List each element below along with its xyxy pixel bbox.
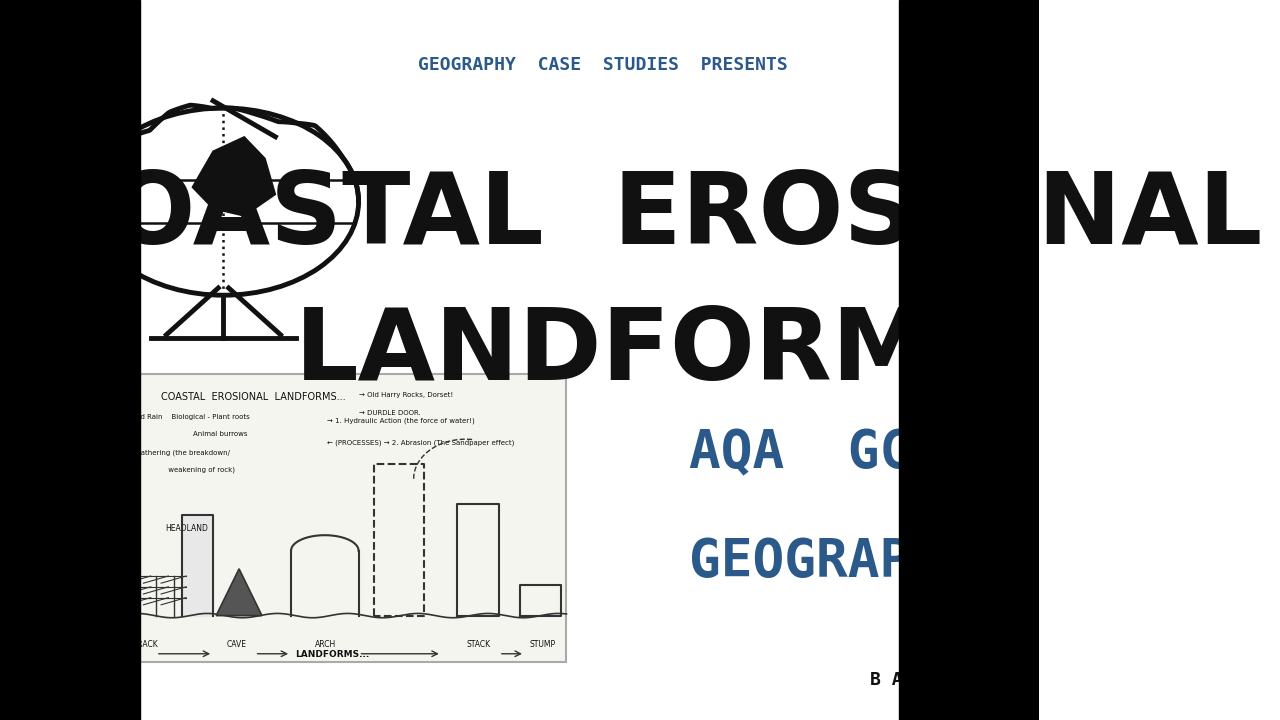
Text: LANDFORMS: LANDFORMS [294,305,1005,401]
Bar [899,0,1039,720]
Text: HEADLAND: HEADLAND [165,524,209,533]
Text: COASTAL  EROSIONAL  LANDFORMS...: COASTAL EROSIONAL LANDFORMS... [161,392,346,402]
Text: B A Z A A R T: B A Z A A R T [870,671,1011,690]
Text: Acid Rain    Biological - Plant roots: Acid Rain Biological - Plant roots [131,414,250,420]
Text: AQA  GCSE: AQA GCSE [689,428,974,480]
Bar [0,0,141,720]
Polygon shape [192,137,275,216]
Polygon shape [216,569,262,616]
Text: GEOGRAPHY: GEOGRAPHY [689,536,974,588]
Text: → Old Harry Rocks, Dorset!: → Old Harry Rocks, Dorset! [358,392,453,398]
Text: weakening of rock): weakening of rock) [131,467,236,473]
Text: ← (PROCESSES) → 2. Abrasion (The Sandpaper effect): ← (PROCESSES) → 2. Abrasion (The Sandpap… [328,439,515,446]
FancyBboxPatch shape [119,374,567,662]
Text: STACK: STACK [466,641,490,649]
Text: Weathering (the breakdown/: Weathering (the breakdown/ [131,450,230,456]
Text: COASTAL  EROSIONAL: COASTAL EROSIONAL [37,168,1262,264]
Text: Animal burrows: Animal burrows [131,431,247,436]
Text: LANDFORMS...: LANDFORMS... [296,649,370,659]
Text: GEOGRAPHY  CASE  STUDIES  PRESENTS: GEOGRAPHY CASE STUDIES PRESENTS [419,56,787,74]
Text: STUMP: STUMP [530,641,556,649]
Text: → 1. Hydraulic Action (the force of water!): → 1. Hydraulic Action (the force of wate… [328,418,475,424]
Text: CAVE: CAVE [227,641,247,649]
Text: CRACK: CRACK [133,641,159,649]
Text: → DURDLE DOOR.: → DURDLE DOOR. [358,410,420,416]
Text: ARCH: ARCH [315,641,335,649]
